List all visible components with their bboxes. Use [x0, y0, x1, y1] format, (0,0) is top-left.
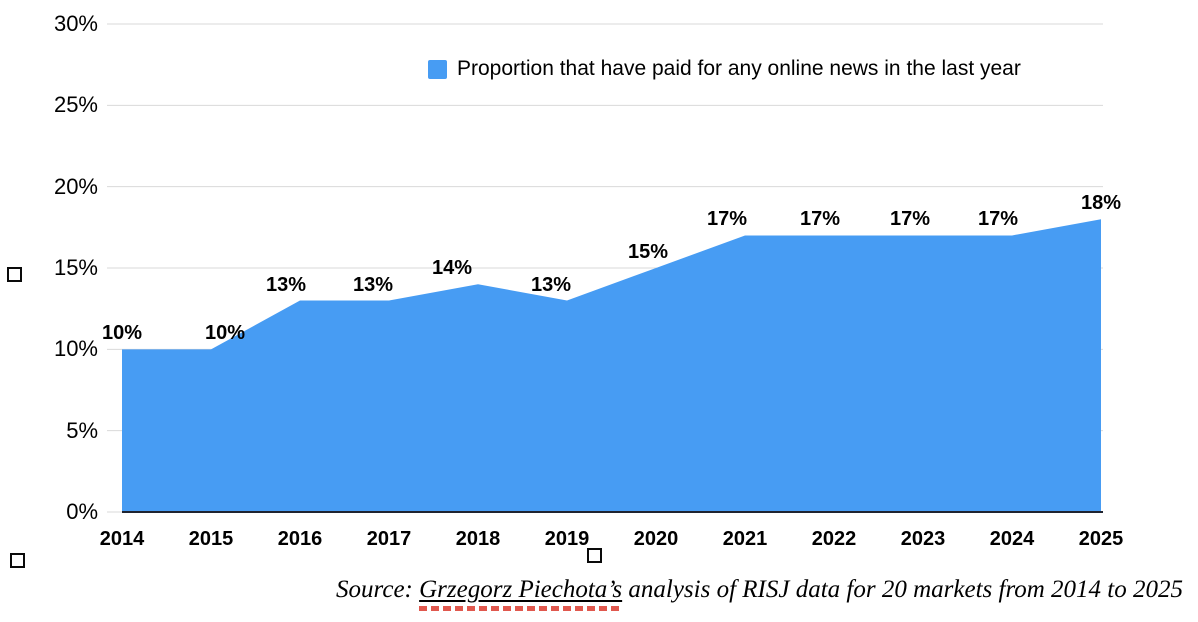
data-point-label: 13% [265, 273, 307, 296]
y-axis-tick-label: 30% [53, 11, 98, 36]
y-axis-tick-label: 25% [53, 92, 98, 118]
data-point-label: 15% [627, 241, 669, 263]
missing-glyph-box [7, 267, 22, 282]
y-axis-tick-label: 5% [66, 417, 98, 443]
chart-legend: Proportion that have paid for any online… [428, 56, 1021, 82]
source-note: Source: Grzegorz Piechota’s analysis of … [336, 575, 1183, 605]
data-point-label: 17% [706, 208, 748, 231]
data-point-label: 14% [431, 257, 473, 280]
data-point-label: 10% [101, 322, 143, 345]
x-axis-tick-label: 2024 [989, 528, 1035, 550]
area-series [122, 219, 1101, 512]
legend-swatch-icon [428, 59, 447, 79]
x-axis-tick-label: 2021 [722, 528, 768, 550]
missing-glyph-box [10, 553, 25, 568]
x-axis-tick-label: 2020 [633, 528, 679, 550]
x-axis-tick-label: 2022 [811, 528, 857, 550]
source-link[interactable]: Grzegorz Piechota’s [419, 576, 623, 603]
legend-label: Proportion that have paid for any online… [457, 57, 1021, 80]
missing-glyph-box [587, 548, 602, 563]
x-axis-tick-label: 2017 [366, 528, 412, 550]
data-point-label: 17% [889, 208, 931, 231]
x-axis-tick-label: 2015 [188, 528, 234, 550]
data-point-label: 13% [530, 273, 572, 296]
x-axis-tick-label: 2016 [277, 528, 323, 550]
data-point-label: 17% [799, 208, 841, 231]
source-prefix: Source: [336, 576, 420, 603]
x-axis-tick-label: 2023 [900, 528, 946, 550]
x-axis-tick-label: 2025 [1078, 528, 1124, 550]
y-axis-tick-label: 20% [53, 173, 98, 199]
y-axis-tick-label: 0% [66, 499, 98, 524]
data-point-label: 18% [1080, 192, 1122, 215]
x-axis-tick-label: 2019 [544, 528, 590, 550]
data-point-label: 17% [977, 208, 1019, 231]
x-axis-tick-label: 2018 [455, 528, 501, 550]
x-axis-tick-label: 2014 [99, 528, 145, 550]
y-axis-tick-label: 10% [53, 336, 98, 362]
source-suffix: analysis of RISJ data for 20 markets fro… [622, 576, 1183, 603]
y-axis-tick-label: 15% [53, 255, 98, 280]
data-point-label: 13% [352, 273, 394, 296]
data-point-label: 10% [204, 322, 246, 345]
